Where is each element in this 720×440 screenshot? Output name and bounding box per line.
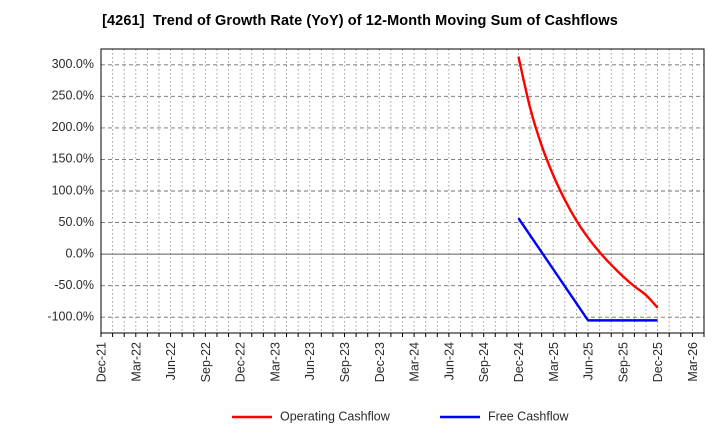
y-axis-tick-label: 150.0% [52, 152, 94, 166]
y-axis-tick-label: 300.0% [52, 57, 94, 71]
series-line-free-cashflow [517, 217, 658, 322]
y-axis-tick-label: 100.0% [52, 183, 94, 197]
chart-title: [4261] Trend of Growth Rate (YoY) of 12-… [102, 13, 618, 29]
x-axis-tick-label: Sep-23 [338, 342, 352, 382]
plot-area-border [100, 48, 705, 334]
y-axis-tick-label: 250.0% [52, 89, 94, 103]
y-axis-tick-label: 200.0% [52, 120, 94, 134]
x-axis-tick-label: Mar-23 [268, 342, 282, 382]
x-axis-tick-label: Sep-24 [477, 342, 491, 382]
y-axis-tick-label: -100.0% [47, 310, 94, 324]
x-axis-tick-label: Mar-24 [408, 342, 422, 382]
x-axis-tick-label: Mar-26 [686, 342, 700, 382]
x-axis-tick-label: Jun-23 [303, 342, 317, 380]
y-axis-tick-label: 0.0% [66, 246, 95, 260]
legend-label-operating-cashflow: Operating Cashflow [280, 409, 391, 423]
x-axis-tick-label: Mar-25 [547, 342, 561, 382]
legend-label-free-cashflow: Free Cashflow [488, 409, 570, 423]
x-axis-tick-label: Jun-24 [442, 342, 456, 380]
x-axis-tick-label: Jun-22 [164, 342, 178, 380]
x-axis-tick-label: Sep-22 [199, 342, 213, 382]
x-axis-tick-label: Dec-21 [95, 342, 109, 382]
x-axis-tick-label: Mar-22 [129, 342, 143, 382]
x-axis-tick-label: Dec-24 [512, 342, 526, 382]
x-axis-tick-label: Dec-25 [651, 342, 665, 382]
x-axis-tick-label: Jun-25 [582, 342, 596, 380]
y-axis-tick-label: 50.0% [59, 215, 94, 229]
x-axis-tick-label: Sep-25 [616, 342, 630, 382]
series-line-operating-cashflow [517, 56, 659, 309]
y-axis-tick-label: -50.0% [54, 278, 94, 292]
x-axis-tick-label: Dec-23 [373, 342, 387, 382]
x-axis-tick-label: Dec-22 [234, 342, 248, 382]
